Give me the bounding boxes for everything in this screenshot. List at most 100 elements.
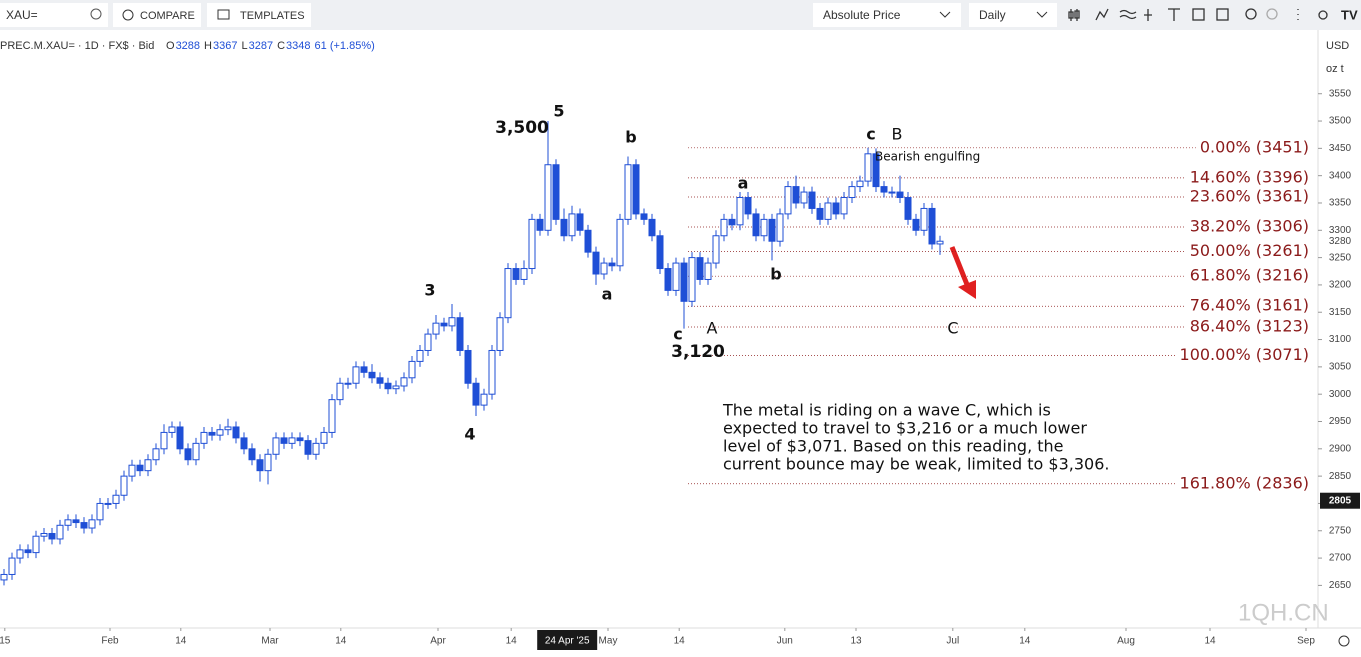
candle-body [168, 426, 176, 433]
candle-body [608, 262, 616, 267]
candle-body [736, 197, 744, 226]
candle-body [344, 382, 352, 385]
wave-label: a [602, 285, 613, 304]
candle [472, 377, 480, 417]
compare-icon[interactable] [122, 9, 134, 21]
search-icon[interactable] [90, 8, 102, 20]
candle-body [112, 494, 120, 504]
y-tick-label: 3450 [1329, 143, 1352, 154]
candle [104, 497, 112, 509]
crosshair-box [537, 630, 598, 650]
note-line: current bounce may be weak, limited to $… [723, 455, 1109, 474]
candle-body [768, 218, 776, 242]
candle [536, 213, 544, 236]
candle-body [856, 180, 864, 188]
templates-button[interactable] [207, 3, 311, 27]
candle-body [576, 213, 584, 231]
candle-body [936, 240, 944, 245]
candle [128, 459, 136, 482]
x-tick-label: Jun [777, 636, 793, 647]
search-box[interactable] [0, 3, 108, 27]
y-tick-label: 2850 [1329, 471, 1352, 482]
candle [336, 377, 344, 406]
settings-icon[interactable] [1338, 635, 1350, 647]
candle [0, 569, 8, 586]
x-tick-label: Mar [261, 636, 279, 647]
wave-label: 3,120 [671, 342, 725, 362]
symbol[interactable]: XAU= [6, 8, 38, 22]
folder-icon[interactable] [217, 9, 230, 20]
candle-body [536, 218, 544, 231]
dropdown-arrow[interactable] [939, 11, 951, 18]
candle-body [656, 235, 664, 270]
candle-body [808, 191, 816, 209]
price-mode[interactable]: Absolute Price [823, 8, 901, 22]
note-line: level of $3,071. Based on this reading, … [723, 437, 1064, 456]
templates-label[interactable]: TEMPLATES [240, 10, 305, 22]
candle-body [200, 431, 208, 444]
unit[interactable]: oz t [1326, 63, 1344, 75]
candle-body [416, 349, 424, 362]
y-tick-label: 3400 [1329, 170, 1352, 181]
candle-body [280, 437, 288, 444]
interval[interactable]: Daily [979, 8, 1006, 22]
candle [696, 252, 704, 285]
last-price: 2805 [1329, 495, 1352, 506]
y-tick-label: 3150 [1329, 307, 1352, 318]
candle-body [136, 464, 144, 472]
candle [720, 213, 728, 242]
candle [176, 421, 184, 455]
interval-dropdown[interactable] [969, 3, 1057, 27]
currency[interactable]: USD [1326, 40, 1349, 52]
price-mode-dropdown[interactable] [813, 3, 961, 27]
candle-body [928, 207, 936, 245]
logo: TV [1341, 7, 1358, 22]
ohlc-value: 3348 [286, 40, 310, 52]
candle-body [896, 191, 904, 199]
fib-label: 76.40% (3161) [1190, 296, 1309, 315]
candle-body [496, 317, 504, 351]
ohlc-label: L [241, 40, 247, 52]
candle-body [48, 532, 56, 540]
candle [872, 148, 880, 193]
candle [456, 312, 464, 356]
fib-label-bg [1185, 267, 1311, 286]
candle [40, 528, 48, 542]
candle-body [256, 459, 264, 472]
candle [824, 197, 832, 225]
candle-body [176, 426, 184, 450]
candle [816, 202, 824, 225]
candle-body [128, 464, 136, 477]
candle-body [320, 431, 328, 444]
candle [576, 208, 584, 236]
dropdown-arrow[interactable] [1036, 11, 1048, 18]
x-tick-label: 14 [506, 636, 518, 647]
candle [56, 519, 64, 545]
candle-body [704, 262, 712, 280]
candle-body [872, 153, 880, 188]
wave-label: Bearish engulfing [875, 150, 980, 164]
compare-button[interactable] [113, 3, 201, 27]
candle [896, 175, 904, 203]
compare-label[interactable]: COMPARE [140, 10, 195, 22]
candle-body [848, 186, 856, 199]
candle-body [784, 186, 792, 215]
candle-body [272, 437, 280, 455]
note-line: The metal is riding on a wave C, which i… [722, 401, 1051, 420]
candle [288, 432, 296, 449]
candle [808, 186, 816, 214]
candle-body [592, 251, 600, 275]
candle [368, 364, 376, 384]
candle-body [840, 197, 848, 215]
candle-body [528, 218, 536, 270]
candle [680, 257, 688, 329]
candle [552, 159, 560, 225]
last-price-box [1320, 492, 1360, 509]
x-tick-label: Jul [946, 636, 959, 647]
candle [152, 443, 160, 466]
x-tick-label: 14 [1019, 636, 1031, 647]
candle [920, 202, 928, 236]
tool-icons[interactable] [1068, 8, 1328, 21]
x-tick-label: 14 [1204, 636, 1216, 647]
